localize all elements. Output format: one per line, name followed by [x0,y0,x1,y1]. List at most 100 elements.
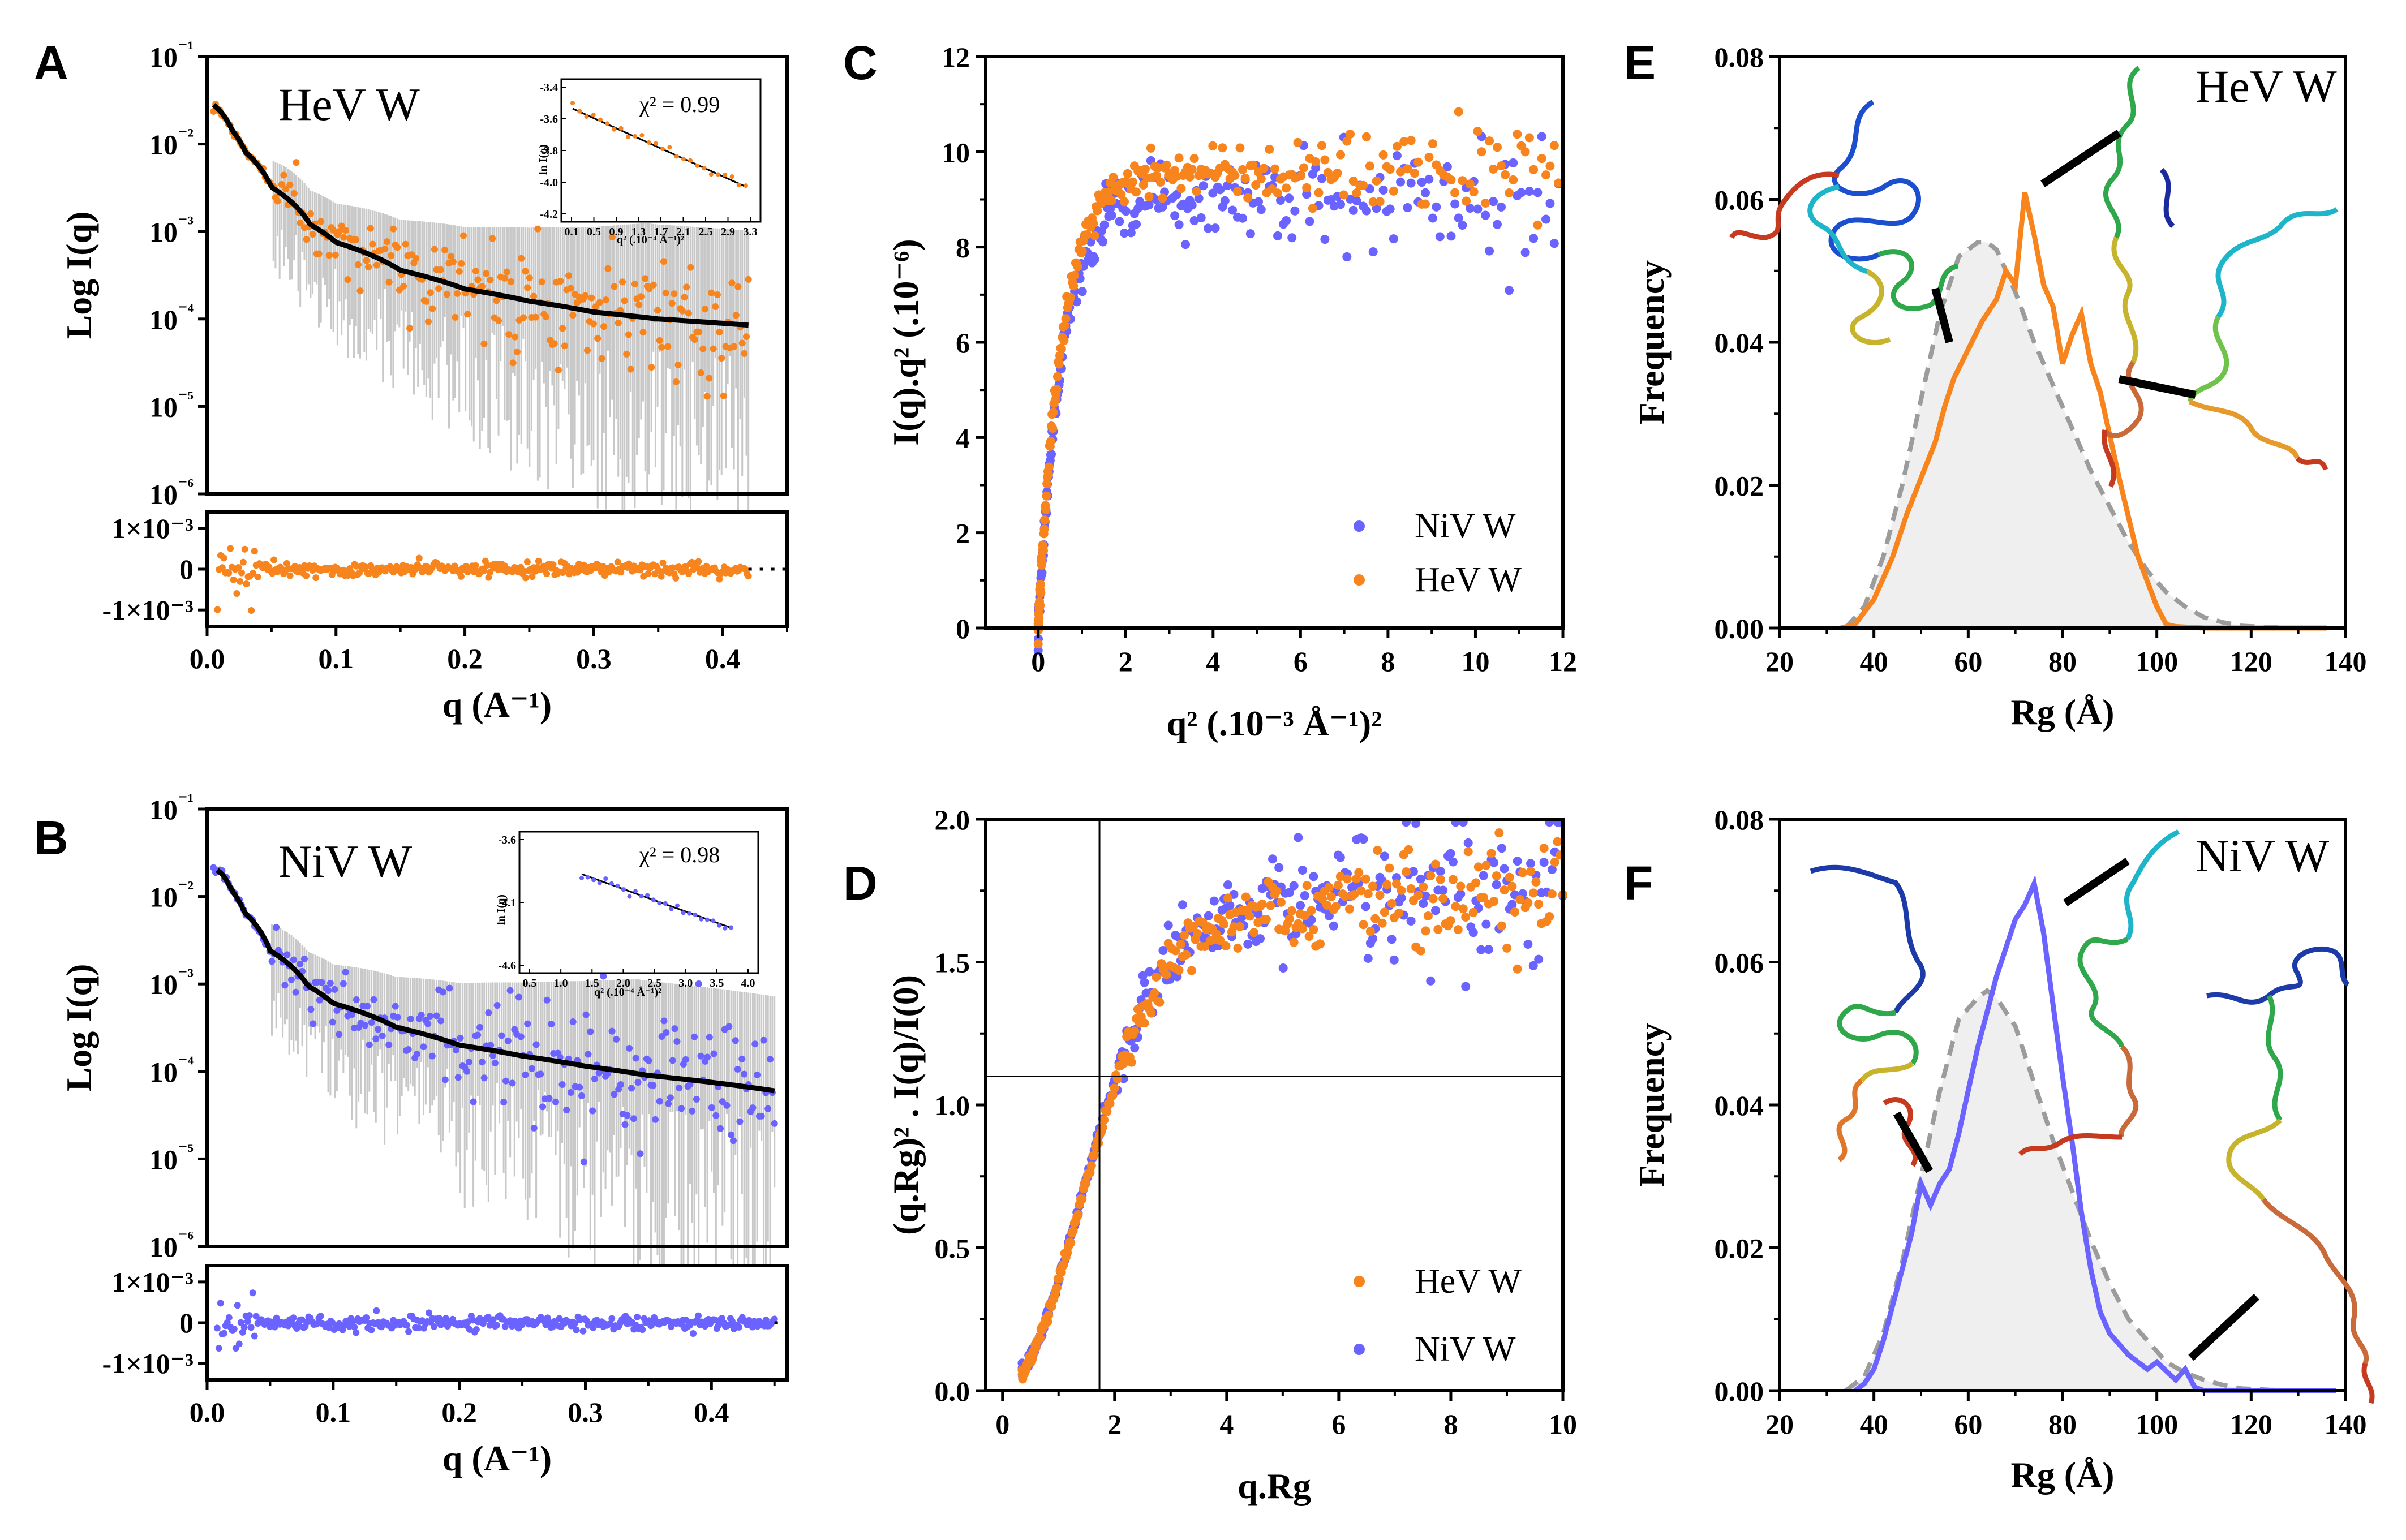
y-tick-label: 0.00 [1715,613,1764,644]
data-point [671,290,678,298]
x-tick-label: 8 [1443,1408,1458,1440]
y-axis-label: I(q).q² (.10⁻⁶) [886,239,926,446]
residual-point [351,1323,358,1331]
data-point [1140,165,1150,174]
data-point [1458,221,1467,230]
data-point [652,1116,659,1123]
data-point [1435,232,1445,242]
data-point [532,313,539,321]
data-point [1162,970,1171,979]
conformer-f3-pointer [2188,1293,2259,1361]
data-point [522,1071,529,1078]
data-point [287,976,295,983]
data-point [394,1013,401,1021]
data-point [1446,849,1455,858]
panel-b-inset-ylabel: ln I(q) [495,894,508,925]
data-point [1209,896,1219,906]
data-point [539,1103,547,1111]
residual-tick-label: -1×10⁻³ [102,1348,194,1379]
data-point [1181,950,1191,960]
residual-point [213,1324,221,1332]
x-tick-label: 0.4 [694,1396,729,1428]
series-hev-w [1033,107,1563,649]
inset-point [660,147,665,152]
residual-point [237,1319,244,1326]
legend: HeV W NiV W [1354,1262,1522,1369]
data-point [405,1046,412,1053]
data-point [1241,892,1251,902]
data-point [363,1003,371,1010]
data-point [506,987,514,994]
data-point [1238,165,1248,174]
data-point [483,270,490,277]
inset-x-tick: 3.5 [710,977,724,990]
data-point [738,339,746,347]
data-point [1174,965,1184,975]
y-tick-label: 0.00 [1715,1375,1764,1407]
data-point [611,1091,618,1098]
data-point [373,261,380,269]
data-point [1510,907,1520,917]
data-point [1484,945,1493,954]
conformer-e1-cyan [1807,184,1868,274]
data-point [1505,188,1514,198]
x-tick-label: 10 [1461,646,1489,677]
data-point [1416,946,1425,956]
residual-point [472,562,479,569]
data-point [695,328,703,335]
inset-point [704,917,710,922]
inset-point [639,894,644,899]
residual-point [690,1330,697,1337]
data-point [1509,158,1518,167]
inset-point [699,917,704,922]
residual-point [233,590,240,597]
data-point [685,309,692,317]
data-point [1194,193,1204,203]
data-point [1261,914,1271,924]
data-point [1438,885,1448,895]
panel-d: D 0 2 4 6 8 10 0.0 0.5 1.0 1.5 2.0 q.Rg (q.Rg)² . I(… [843,804,1577,1506]
data-point [1403,203,1412,213]
data-point [470,1098,477,1105]
data-point [1249,928,1259,937]
residual-point [270,556,278,563]
data-point [420,1043,427,1051]
x-tick-label: 0.1 [316,1396,351,1428]
residual-point [715,1322,722,1329]
x-tick-label: 140 [2325,1408,2367,1440]
data-point [1324,883,1334,892]
data-point [1040,515,1050,525]
y-tick-label: 0.04 [1715,1090,1764,1121]
data-point [758,1112,765,1120]
data-point [695,980,702,987]
inset-point [708,172,714,177]
data-point [1359,920,1368,930]
data-point [569,312,577,319]
data-point [1524,186,1534,196]
data-point [1370,914,1380,923]
data-point [1463,838,1473,848]
data-point [627,365,634,373]
data-point [1359,834,1368,844]
x-tick-label: 0.0 [190,1396,225,1428]
data-point [1403,164,1412,174]
data-point [1501,170,1510,179]
data-point [704,1053,711,1061]
data-point [1285,888,1295,897]
conformer-e1-yellow [1850,269,1891,345]
residual-point [218,564,226,571]
data-point [1473,127,1483,136]
conformer-e2-yellow [2111,236,2139,363]
inset-point [579,876,584,881]
data-point [512,333,519,341]
data-point [1200,942,1210,952]
data-point [1323,167,1333,177]
residual-point [590,1324,597,1331]
data-point [1176,184,1186,193]
data-point [621,1121,629,1128]
data-point [1302,183,1312,192]
data-point [1041,505,1051,514]
data-point [1465,203,1475,213]
data-point [645,1057,652,1064]
data-point [366,1041,373,1048]
